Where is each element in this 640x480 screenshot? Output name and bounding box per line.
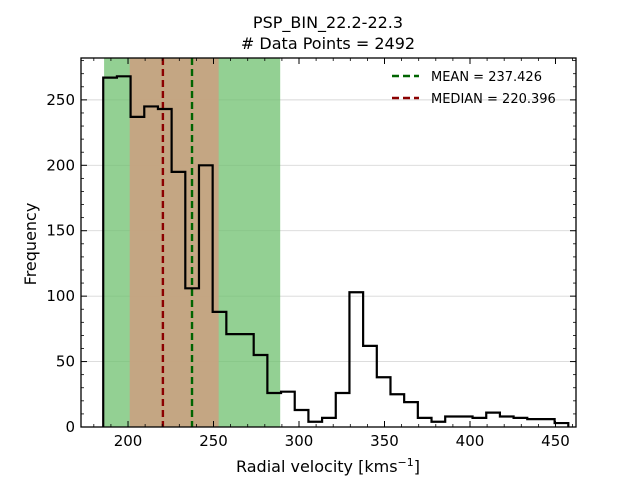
x-tick-label: 450 (541, 432, 570, 450)
plot-frame (80, 57, 577, 428)
x-tick-label: 350 (370, 432, 399, 450)
y-tick-label: 250 (46, 91, 75, 109)
axes-frame (80, 57, 577, 428)
histogram-outline (102, 75, 570, 427)
x-tick-label: 200 (114, 432, 143, 450)
y-tick-label: 150 (46, 222, 75, 240)
chart-subtitle: # Data Points = 2492 (241, 34, 415, 53)
x-axis-label-exponent: −1 (398, 456, 414, 469)
y-tick-labels: 0 50 100 150 200 250 (46, 91, 75, 436)
y-axis-label: Frequency (21, 203, 40, 286)
y-tick-label: 200 (46, 156, 75, 174)
y-tick-label: 0 (65, 418, 75, 436)
legend-label: MEDIAN = 220.396 (431, 92, 556, 107)
legend-label: MEAN = 237.426 (431, 70, 542, 85)
y-tick-label: 100 (46, 287, 75, 305)
x-tick-label: 400 (456, 432, 485, 450)
chart-title: PSP_BIN_22.2-22.3 (253, 13, 403, 33)
x-axis-label: Radial velocity [kms−1] (236, 456, 420, 476)
y-tick-label: 50 (56, 353, 75, 371)
tick-marks (81, 58, 576, 428)
legend: MEAN = 237.426 MEDIAN = 220.396 (392, 70, 556, 107)
x-tick-labels: 200 250 300 350 400 450 (114, 432, 570, 450)
brown-band (129, 58, 219, 427)
x-axis-label-close: ] (414, 457, 420, 476)
x-tick-label: 300 (285, 432, 314, 450)
reference-lines (161, 58, 194, 427)
x-axis-label-text: Radial velocity [kms (236, 457, 398, 476)
x-tick-label: 250 (199, 432, 228, 450)
histogram-steps (102, 75, 570, 427)
